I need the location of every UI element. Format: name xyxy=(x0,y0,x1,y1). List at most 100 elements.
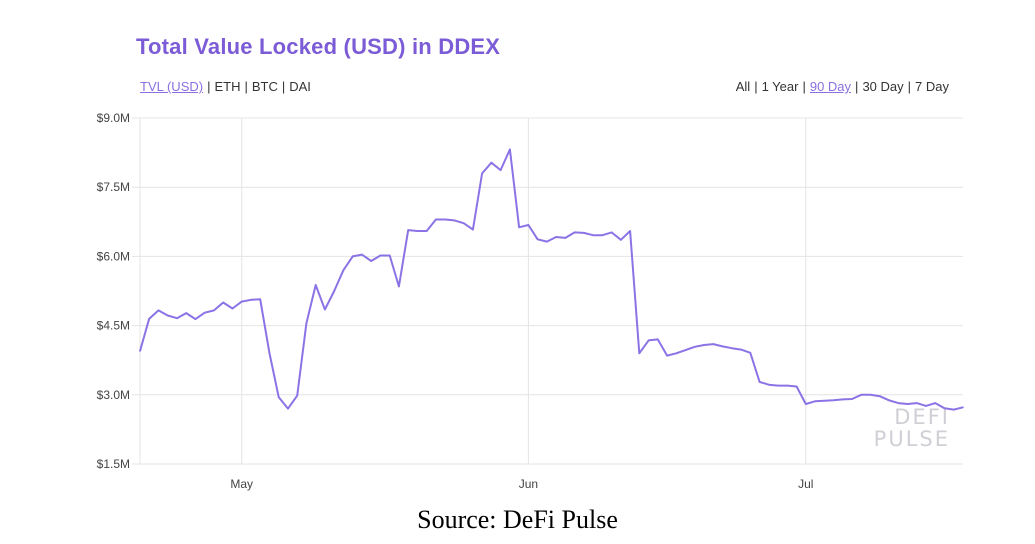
data-point xyxy=(185,312,187,314)
data-point xyxy=(860,394,863,396)
y-tick-label: $6.0M xyxy=(97,249,130,263)
tvl-series-line xyxy=(139,148,964,411)
data-point xyxy=(351,255,354,258)
x-tick-label: Jul xyxy=(798,477,813,491)
data-point xyxy=(213,309,215,312)
data-point xyxy=(906,403,909,405)
data-point xyxy=(361,253,363,256)
data-point xyxy=(527,224,530,226)
range-separator: | xyxy=(855,79,859,94)
metric-option-eth[interactable]: ETH xyxy=(214,79,241,94)
data-point xyxy=(546,240,548,243)
data-point xyxy=(851,398,853,400)
metric-separator: | xyxy=(244,79,248,94)
data-point xyxy=(499,169,502,171)
data-point xyxy=(805,403,807,405)
data-point xyxy=(842,398,844,401)
data-point xyxy=(703,344,705,346)
data-point xyxy=(324,308,326,311)
data-point xyxy=(407,229,410,231)
data-point xyxy=(758,381,761,383)
data-point xyxy=(916,402,918,404)
range-option-7-day[interactable]: 7 Day xyxy=(915,79,949,94)
metric-separator: | xyxy=(281,79,286,94)
data-point xyxy=(694,346,696,348)
data-point xyxy=(509,148,511,151)
data-point xyxy=(814,400,816,403)
range-option-90-day[interactable]: 90 Day xyxy=(809,79,852,94)
data-point xyxy=(481,172,483,175)
time-range-selector: All | 1 Year | 90 Day | 30 Day | 7 Day xyxy=(736,79,949,94)
data-point xyxy=(518,226,520,229)
data-point xyxy=(342,269,345,272)
data-point xyxy=(786,384,789,387)
range-option-30-day[interactable]: 30 Day xyxy=(862,79,904,94)
data-point xyxy=(934,402,937,404)
data-point xyxy=(869,394,872,396)
data-point xyxy=(231,307,234,310)
grid-lines xyxy=(132,117,963,465)
data-point xyxy=(721,345,724,348)
watermark-text: DEFI xyxy=(894,405,950,429)
data-point xyxy=(768,383,770,386)
data-point xyxy=(564,237,567,239)
data-point xyxy=(453,219,456,222)
data-point xyxy=(666,354,668,357)
data-point xyxy=(740,348,742,351)
data-point xyxy=(943,407,946,410)
data-point xyxy=(888,399,890,402)
range-option-1-year[interactable]: 1 Year xyxy=(761,79,799,94)
data-point xyxy=(601,234,604,236)
data-point xyxy=(583,232,585,234)
data-point xyxy=(536,238,539,241)
y-axis-labels: $9.0M $7.5M $6.0M $4.5M $3.0M $1.5M xyxy=(97,111,130,471)
data-point xyxy=(203,311,206,314)
data-point xyxy=(222,301,224,304)
data-point xyxy=(277,396,280,398)
watermark-text: PULSE xyxy=(874,427,950,451)
x-tick-label: Jun xyxy=(519,477,538,491)
y-tick-label: $4.5M xyxy=(97,319,130,333)
data-point xyxy=(398,285,400,288)
data-point xyxy=(314,284,317,286)
data-point xyxy=(795,385,798,388)
data-point xyxy=(268,352,271,355)
range-separator: | xyxy=(802,79,806,94)
range-option-all[interactable]: All xyxy=(735,79,751,94)
x-tick-label: May xyxy=(230,477,253,491)
data-point xyxy=(823,400,826,402)
data-point xyxy=(305,322,308,325)
data-point xyxy=(610,231,613,234)
data-point xyxy=(194,318,197,320)
data-point xyxy=(592,234,594,236)
data-point xyxy=(953,408,955,411)
data-point xyxy=(388,254,391,257)
data-point xyxy=(962,406,964,409)
data-point xyxy=(638,352,641,355)
data-point xyxy=(416,230,419,232)
metric-option-tvl-usd[interactable]: TVL (USD) xyxy=(140,79,204,94)
data-point xyxy=(879,395,881,398)
metric-selector: TVL (USD) | ETH | BTC | DAI xyxy=(140,79,311,94)
y-tick-label: $3.0M xyxy=(97,388,130,402)
data-point xyxy=(684,349,687,351)
x-axis-labels: May Jun Jul xyxy=(230,477,813,491)
data-point xyxy=(897,402,900,404)
metric-option-btc[interactable]: BTC xyxy=(251,79,278,94)
series-layer xyxy=(139,148,964,411)
data-point xyxy=(675,352,678,355)
data-point xyxy=(657,338,659,341)
data-point xyxy=(148,317,150,320)
data-point xyxy=(444,218,447,221)
data-point xyxy=(555,236,557,238)
y-tick-label: $1.5M xyxy=(97,457,130,471)
metric-option-dai[interactable]: DAI xyxy=(289,79,311,94)
data-point xyxy=(240,300,243,303)
data-point xyxy=(435,218,437,221)
data-point xyxy=(777,384,779,387)
data-point xyxy=(629,230,631,232)
data-point xyxy=(333,290,336,292)
range-separator: | xyxy=(754,79,758,94)
